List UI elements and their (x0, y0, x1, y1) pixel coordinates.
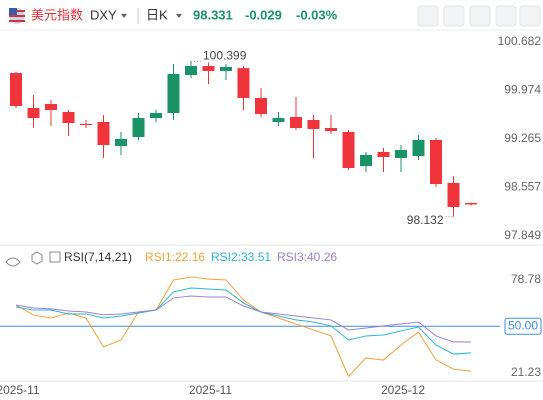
candle-body (97, 121, 110, 145)
y-tick-label: 78.78 (511, 272, 541, 286)
candle-body (80, 123, 92, 125)
y-tick-label: 99.265 (504, 131, 541, 145)
rsi-line (15, 276, 472, 378)
candle-body (27, 108, 40, 119)
settings-icon[interactable] (31, 251, 43, 265)
candle-body (220, 66, 232, 71)
candle-body (325, 128, 337, 132)
candle-body (10, 73, 22, 107)
grid-icon[interactable] (49, 251, 61, 263)
candle-body (377, 151, 390, 157)
y-tick-label: 21.23 (511, 365, 541, 379)
y-tick-label: 97.849 (504, 228, 541, 242)
candle-body (342, 131, 355, 169)
candle-body (185, 65, 197, 76)
candle-body (395, 149, 407, 159)
candle-body (237, 68, 250, 99)
change-pct: -0.03% (296, 7, 338, 22)
candle-body (307, 119, 320, 129)
period[interactable]: 日K (146, 7, 168, 22)
dropdown-arrow[interactable] (176, 14, 182, 18)
tool-button[interactable] (495, 5, 517, 27)
eye-icon[interactable] (5, 257, 21, 267)
candle-body (115, 138, 127, 147)
tool-button[interactable] (417, 5, 439, 27)
instrument-name: 美元指数 (31, 7, 83, 22)
candle-body (202, 65, 215, 71)
indicator-title: RSI(7,14,21) (64, 250, 132, 264)
flag-icon (9, 8, 25, 24)
candle-body (255, 98, 267, 114)
candle-body (62, 111, 75, 124)
candle-body (272, 118, 285, 122)
y-tick-label: 98.557 (504, 180, 541, 194)
candle-body (132, 118, 145, 137)
x-tick-label: 2025-11 (0, 383, 40, 397)
max-label: 100.399 (203, 49, 247, 63)
tool-button[interactable] (443, 5, 465, 27)
legend-entry: RSI3:40.26 (277, 250, 337, 264)
x-tick-label: 2025-11 (189, 383, 232, 397)
candle-body (167, 73, 180, 114)
symbol[interactable]: DXY (90, 7, 117, 22)
candle-body (45, 103, 57, 110)
tool-button[interactable] (519, 5, 541, 27)
tick-label-box (504, 317, 542, 335)
legend-entry: RSI1:22.16 (145, 250, 205, 264)
candle-body (465, 202, 477, 205)
price: 98.331 (193, 7, 233, 22)
legend-entry: RSI2:33.51 (211, 250, 271, 264)
toolbar (417, 5, 541, 27)
change: -0.029 (245, 7, 282, 22)
tool-button[interactable] (469, 5, 491, 27)
y-tick-label: 50.00 (508, 318, 538, 332)
dropdown-arrow[interactable] (121, 14, 127, 18)
candle-body (412, 139, 425, 157)
rsi-line (15, 287, 472, 355)
candle-body (360, 154, 372, 167)
candle-body (150, 113, 162, 119)
rsi-line (15, 295, 472, 343)
min-label: 98.132 (407, 213, 444, 227)
y-tick-label: 99.974 (504, 83, 541, 97)
y-tick-label: 100.682 (498, 34, 542, 48)
x-tick-label: 2025-12 (381, 383, 425, 397)
candle-body (447, 182, 460, 207)
candle-body (430, 139, 442, 185)
candle-body (290, 116, 302, 129)
indicator-icons (5, 251, 61, 267)
